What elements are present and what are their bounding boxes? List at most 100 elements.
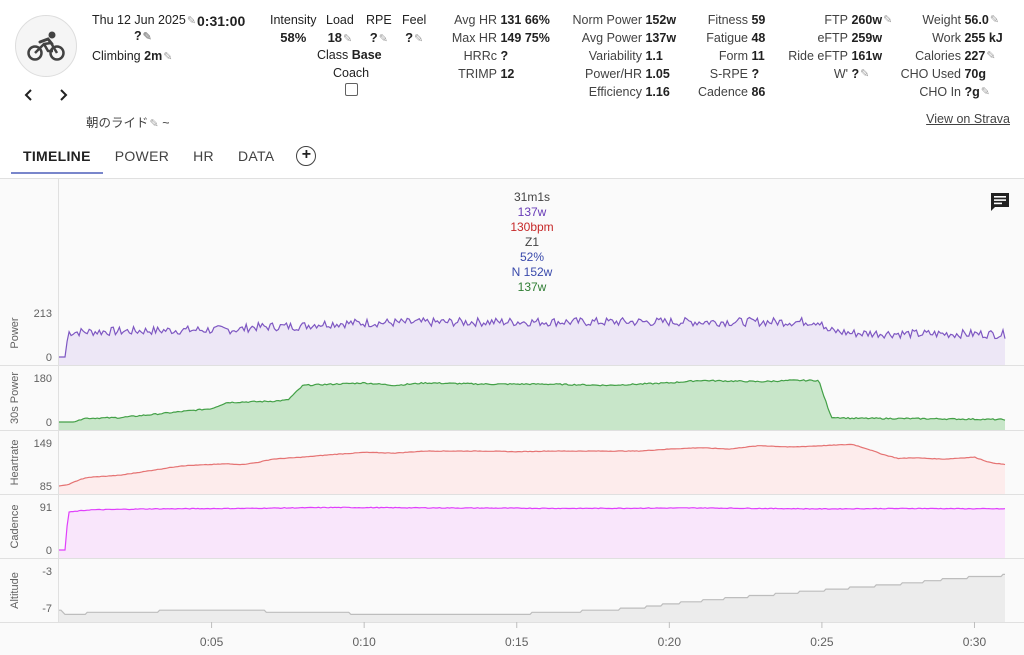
- hr-stat-row: Max HR 149 75%: [430, 29, 550, 47]
- body-stat-row: Weight 56.0 ✎: [895, 11, 1020, 29]
- add-tab-button[interactable]: +: [296, 146, 317, 166]
- edit-pencil-icon[interactable]: ✎: [186, 15, 197, 27]
- tab-timeline[interactable]: TIMELINE: [11, 142, 103, 174]
- panel-label: 30s Power: [9, 372, 21, 424]
- climbing-value: 2m: [144, 49, 163, 63]
- timeline-series-group: 213 0 Power 180 0 30s Power 149 85 Heartrate 91 0 C…: [0, 179, 1024, 623]
- activity-name-text: 朝のライド: [86, 116, 149, 130]
- edit-pencil-icon[interactable]: ✎: [142, 31, 152, 43]
- tab-power[interactable]: POWER: [114, 148, 170, 164]
- timeline-chart[interactable]: 31m1s 137w 130bpm Z1 52% N 152w 137w 213…: [0, 179, 1024, 655]
- timeline-chart-area[interactable]: 31m1s 137w 130bpm Z1 52% N 152w 137w 213…: [0, 179, 1024, 655]
- ftp-stats: FTP 260w ✎ eFTP 259w Ride eFTP 161w W' ? ✎: [780, 11, 895, 83]
- y-max-label: 213: [34, 308, 52, 320]
- cursor-tooltip: 31m1s 137w 130bpm Z1 52% N 152w 137w: [510, 190, 553, 294]
- ftp-stat-row: eFTP 259w: [780, 29, 895, 47]
- intensity-stat: Intensity 58%: [270, 12, 317, 46]
- trimp-label: TRIMP: [458, 67, 497, 81]
- hrrc-label: HRRc: [463, 49, 497, 63]
- tabs-divider: [0, 178, 1024, 179]
- fatigue-value: 48: [751, 31, 766, 45]
- rpe-stat[interactable]: RPE ?✎: [366, 12, 392, 48]
- efficiency-label: Efficiency: [588, 85, 642, 99]
- hr-stats: Avg HR 131 66% Max HR 149 75% HRRc ? TRI…: [430, 11, 550, 83]
- intensity-label: Intensity: [270, 13, 317, 27]
- load-value: 18: [327, 30, 343, 45]
- edit-pencil-icon[interactable]: ✎: [163, 51, 173, 63]
- panel-label: Altitude: [9, 572, 21, 609]
- fitness-label: Fitness: [707, 13, 748, 27]
- trimp-value: 12: [500, 67, 515, 81]
- load-stat[interactable]: Load 18✎: [326, 12, 354, 48]
- weight-value: 56.0: [964, 13, 989, 27]
- edit-pencil-icon[interactable]: ✎: [986, 50, 996, 62]
- max-hr-percent: 75%: [524, 31, 550, 45]
- series-line-heartrate[interactable]: [58, 443, 1006, 487]
- activity-title[interactable]: ?✎: [134, 29, 152, 43]
- class-value: Base: [351, 48, 382, 62]
- panel-label: Heartrate: [9, 440, 21, 486]
- activity-type-avatar[interactable]: [15, 15, 77, 77]
- comment-icon: [991, 193, 1009, 211]
- x-tick-label: 0:25: [810, 635, 834, 649]
- eftp-label: eFTP: [817, 31, 848, 45]
- edit-pencil-icon[interactable]: ✎: [989, 14, 1000, 26]
- activity-name[interactable]: 朝のライド✎ ~: [86, 112, 170, 131]
- fitness-stat-row: Form 11: [690, 47, 780, 65]
- feel-stat[interactable]: Feel ?✎: [402, 12, 426, 48]
- tab-hr[interactable]: HR: [193, 148, 214, 164]
- edit-pencil-icon[interactable]: ✎: [343, 33, 353, 45]
- edit-pencil-icon[interactable]: ✎: [378, 33, 388, 45]
- series-line-power[interactable]: [59, 316, 1006, 358]
- activity-date[interactable]: Thu 12 Jun 2025✎: [92, 13, 196, 27]
- s-rpe-label: S-RPE: [709, 67, 748, 81]
- power-hr-value: 1.05: [645, 67, 670, 81]
- power-hr-label: Power/HR: [585, 67, 642, 81]
- edit-pencil-icon[interactable]: ✎: [860, 68, 870, 80]
- edit-pencil-icon[interactable]: ✎: [414, 33, 424, 45]
- calories-value: 227: [964, 49, 986, 63]
- tooltip-power: 137w: [518, 205, 547, 219]
- coach-checkbox[interactable]: [344, 83, 358, 96]
- cho-used-value: 70g: [964, 67, 987, 81]
- fitness-stat-row: S-RPE ?: [690, 65, 780, 83]
- body-stat-row: Calories 227 ✎: [895, 47, 1020, 65]
- fitness-value: 59: [751, 13, 766, 27]
- series-area-cadence: [59, 507, 1005, 558]
- tooltip-30s-power: 137w: [518, 280, 547, 294]
- series-line-cadence[interactable]: [59, 506, 1006, 551]
- norm-power-label: Norm Power: [572, 13, 642, 27]
- view-on-strava-link[interactable]: View on Strava: [926, 112, 1010, 126]
- series-area-altitude: [59, 574, 1005, 622]
- series-line-30s-power[interactable]: [59, 379, 1006, 423]
- coach-toggle: Coach: [333, 66, 369, 96]
- tab-data[interactable]: DATA: [237, 148, 275, 164]
- activity-title-text: ?: [134, 29, 142, 43]
- series-line-altitude[interactable]: [59, 573, 1005, 615]
- power-stat-row: Variability 1.1: [562, 47, 682, 65]
- comment-button[interactable]: [989, 191, 1011, 216]
- plus-icon: +: [301, 146, 312, 163]
- hr-stat-row: Avg HR 131 66%: [430, 11, 550, 29]
- edit-pencil-icon[interactable]: ✎: [883, 14, 893, 26]
- y-min-label: 85: [40, 481, 52, 493]
- y-max-label: 149: [34, 438, 52, 450]
- efficiency-value: 1.16: [645, 85, 670, 99]
- y-min-label: 0: [46, 545, 52, 557]
- ride-eftp-label: Ride eFTP: [788, 49, 848, 63]
- feel-label: Feel: [402, 13, 427, 27]
- work-value: 255 kJ: [964, 31, 1003, 45]
- activity-tabs: TIMELINE POWER HR DATA +: [11, 142, 317, 174]
- climbing-label: Climbing: [92, 49, 141, 63]
- previous-activity-button[interactable]: [18, 84, 40, 106]
- power-stats: Norm Power 152w Avg Power 137w Variabili…: [562, 11, 682, 101]
- next-activity-button[interactable]: [52, 84, 74, 106]
- tooltip-normalized-power: N 152w: [512, 265, 553, 279]
- avg-hr-value: 131: [500, 13, 522, 27]
- rpe-value: ?: [369, 30, 378, 45]
- feel-value: ?: [405, 30, 414, 45]
- coach-label: Coach: [333, 66, 370, 80]
- edit-pencil-icon[interactable]: ✎: [149, 118, 159, 130]
- ride-eftp-value: 161w: [851, 49, 883, 63]
- edit-pencil-icon[interactable]: ✎: [980, 86, 990, 98]
